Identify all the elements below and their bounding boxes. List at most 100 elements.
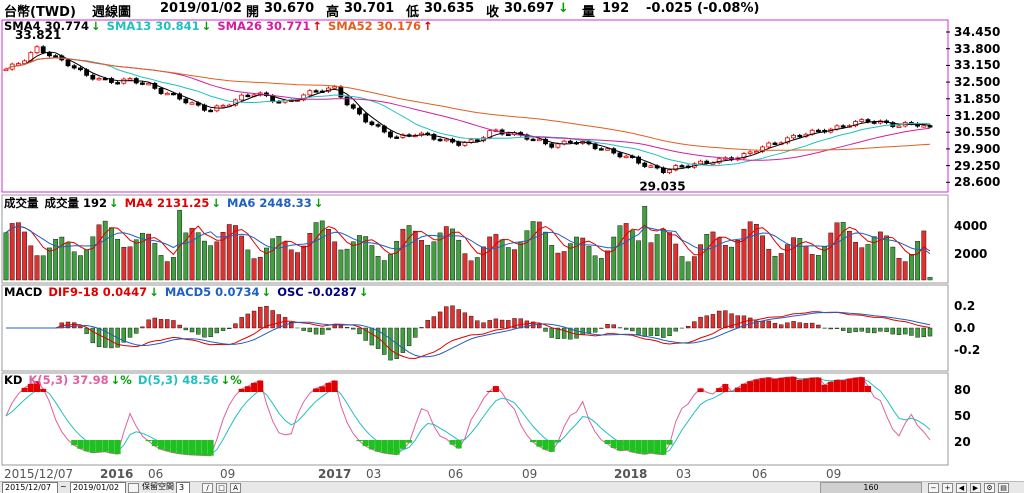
volume-bar (128, 247, 132, 280)
oversold-fill (456, 440, 462, 448)
candle-body (246, 95, 250, 97)
candle-body (816, 130, 820, 132)
overbought-fill (22, 388, 28, 392)
volume-bar (829, 233, 833, 280)
volume-bar (233, 225, 237, 280)
arrow-down-icon: ↓ (262, 285, 272, 299)
volume-bar (376, 256, 380, 280)
osc-bar (271, 310, 275, 328)
volume-bar (915, 241, 919, 280)
candle-body (897, 126, 901, 128)
osc-bar (575, 328, 579, 338)
osc-bar (891, 328, 895, 334)
volume-bar (97, 225, 101, 280)
candle-body (159, 88, 163, 93)
osc-bar (314, 328, 318, 334)
overbought-fill (840, 380, 846, 392)
oversold-fill (77, 440, 83, 449)
overbought-fill (325, 383, 331, 392)
volume-bar (481, 247, 485, 280)
overbought-fill (809, 378, 815, 392)
low-value: 30.635 (424, 1, 474, 16)
osc-bar (450, 306, 454, 328)
osc-bar (785, 323, 789, 328)
y-tick-label: 31.200 (954, 109, 1000, 123)
oversold-fill (400, 440, 406, 449)
candle-body (475, 140, 479, 142)
volume-bar (190, 228, 194, 280)
candle-body (184, 99, 188, 103)
overbought-fill (760, 378, 766, 392)
overbought-fill (716, 388, 722, 392)
osc-bar (357, 328, 361, 334)
volume-bar (612, 237, 616, 280)
osc-bar (407, 328, 411, 346)
volume-bar (16, 223, 20, 280)
keep-space-input[interactable]: 3 (176, 482, 190, 493)
overbought-fill (257, 381, 263, 392)
volume-bar (450, 229, 454, 280)
volume-bar (469, 261, 473, 280)
oversold-fill (189, 440, 195, 455)
candle-body (333, 87, 337, 89)
osc-bar (326, 328, 330, 330)
oversold-fill (549, 440, 555, 452)
y-tick-label: 30.550 (954, 125, 1000, 139)
end-date-select[interactable]: 2019/01/02 (70, 482, 126, 493)
osc-bar (277, 315, 281, 328)
volume-bar (444, 227, 448, 280)
overbought-fill (747, 381, 753, 392)
y-tick-label: 34.450 (954, 25, 1000, 39)
oversold-fill (152, 440, 158, 446)
candle-body (556, 144, 560, 147)
volume-bar (643, 206, 647, 280)
volume-bar (860, 248, 864, 280)
osc-bar (878, 328, 882, 331)
candle-body (606, 149, 610, 151)
volume-bar (171, 257, 175, 280)
osc-bar (804, 323, 808, 328)
candle-body (351, 105, 355, 108)
candle-body (792, 135, 796, 137)
volume-bar (66, 243, 70, 280)
quote-date: 2019/01/02 (160, 1, 242, 16)
candle-body (72, 66, 76, 68)
osc-bar (928, 328, 932, 336)
osc-bar (723, 311, 727, 328)
volume-bar (674, 244, 678, 280)
volume-legend: 成交量成交量 192↓MA4 2131.25↓MA6 2448.33↓ (4, 195, 329, 211)
candle-body (370, 122, 374, 125)
start-date-select[interactable]: 2015/12/07 (2, 482, 58, 493)
volume-value: 192 (602, 1, 629, 16)
overbought-fill (319, 386, 325, 392)
osc-bar (500, 320, 504, 328)
candle-body (78, 68, 82, 70)
volume-bar (624, 223, 628, 280)
candle-body (314, 91, 318, 93)
candle-body (643, 163, 647, 166)
candle-body (91, 75, 95, 79)
oversold-fill (158, 440, 164, 449)
oversold-fill (183, 440, 189, 455)
y-tick-label: 50 (954, 409, 971, 423)
candle-body (866, 120, 870, 122)
osc-bar (252, 311, 256, 328)
volume-bar (587, 246, 591, 280)
osc-bar (711, 314, 715, 328)
candle-body (922, 126, 926, 128)
volume-bar (252, 259, 256, 280)
osc-bar (308, 328, 312, 332)
overbought-fill (859, 377, 865, 392)
osc-bar (612, 325, 616, 328)
volume-bar (661, 229, 665, 280)
oversold-fill (164, 440, 170, 451)
y-tick-label: 33.150 (954, 58, 1000, 72)
arrow-down-icon: ↓ (211, 196, 221, 210)
y-tick-label: 4000 (954, 219, 987, 233)
osc-bar (792, 321, 796, 328)
volume-bar (270, 239, 274, 280)
zoom-scrollbar[interactable]: 160 (820, 482, 922, 493)
volume-bar (804, 246, 808, 280)
